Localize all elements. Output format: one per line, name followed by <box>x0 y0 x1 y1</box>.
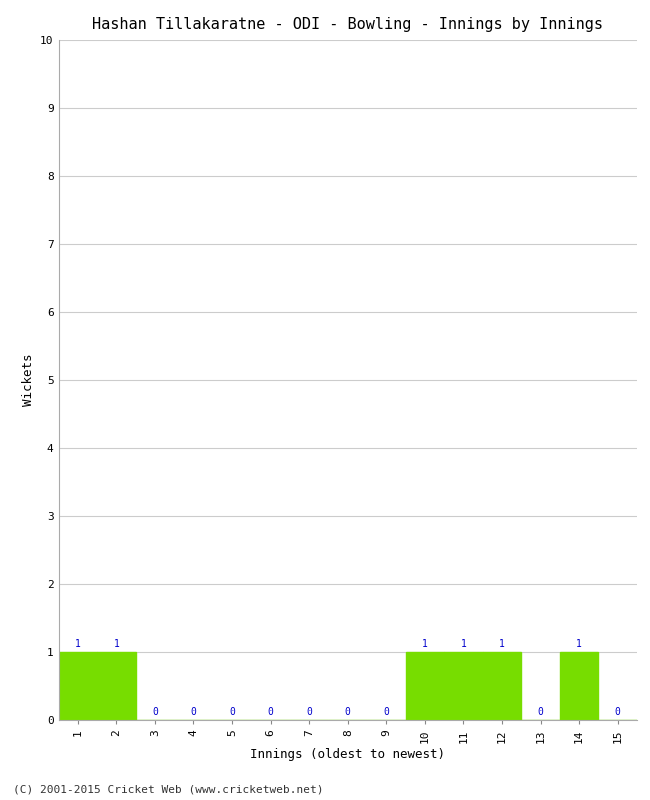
Text: 0: 0 <box>306 706 312 717</box>
Text: 1: 1 <box>460 638 467 649</box>
Bar <box>444 652 483 720</box>
Text: 1: 1 <box>422 638 428 649</box>
Text: 0: 0 <box>229 706 235 717</box>
Text: 1: 1 <box>499 638 505 649</box>
Bar <box>560 652 599 720</box>
Text: 1: 1 <box>576 638 582 649</box>
Text: 0: 0 <box>538 706 543 717</box>
Bar <box>483 652 521 720</box>
Bar <box>406 652 444 720</box>
Bar <box>97 652 136 720</box>
Text: 0: 0 <box>615 706 621 717</box>
Y-axis label: Wickets: Wickets <box>21 354 34 406</box>
Title: Hashan Tillakaratne - ODI - Bowling - Innings by Innings: Hashan Tillakaratne - ODI - Bowling - In… <box>92 17 603 32</box>
X-axis label: Innings (oldest to newest): Innings (oldest to newest) <box>250 748 445 761</box>
Text: 1: 1 <box>75 638 81 649</box>
Text: 0: 0 <box>384 706 389 717</box>
Text: 0: 0 <box>268 706 274 717</box>
Bar <box>58 652 97 720</box>
Text: 1: 1 <box>113 638 120 649</box>
Text: 0: 0 <box>152 706 158 717</box>
Text: 0: 0 <box>344 706 351 717</box>
Text: (C) 2001-2015 Cricket Web (www.cricketweb.net): (C) 2001-2015 Cricket Web (www.cricketwe… <box>13 784 324 794</box>
Text: 0: 0 <box>190 706 196 717</box>
